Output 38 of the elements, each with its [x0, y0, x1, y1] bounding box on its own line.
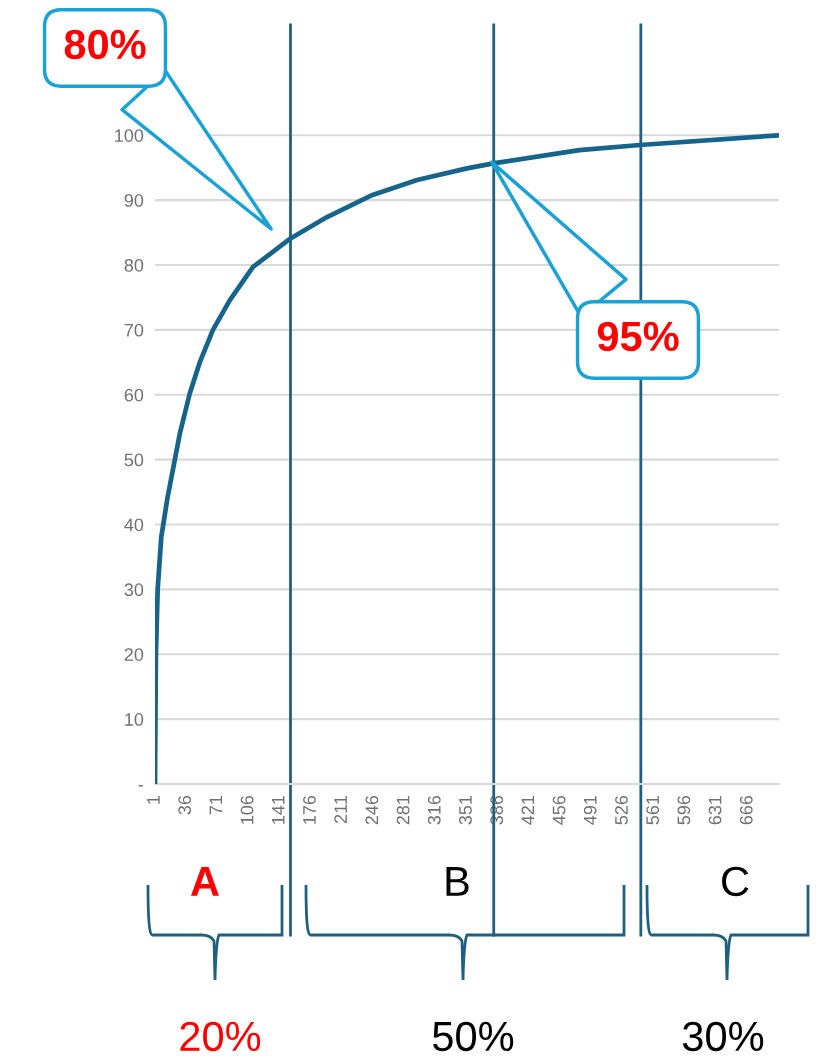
text: B [446, 867, 469, 896]
x-tick-label: 176 [303, 795, 316, 824]
x-tick-label: 456 [552, 795, 566, 825]
x-tick-label: 351 [459, 795, 472, 825]
x-tick-label: 36 [178, 795, 192, 815]
annotation: 95% [597, 321, 679, 352]
y-tick-label: 50 [124, 453, 144, 467]
x-tick-label: 526 [615, 795, 628, 825]
y-tick-label: 80 [124, 258, 144, 272]
y-tick-label: - [138, 785, 144, 787]
y-tick-label: 40 [124, 518, 144, 532]
text: A [190, 867, 219, 896]
text: C [722, 866, 749, 897]
y-tick-label: 90 [124, 194, 144, 207]
y-tick-label: 10 [125, 713, 144, 726]
x-tick-label: 561 [646, 795, 660, 825]
x-tick-label: 1 [147, 795, 160, 804]
x-tick-label: 316 [427, 795, 441, 825]
text: 50% [432, 1021, 514, 1052]
y-tick-label: 70 [124, 323, 144, 337]
x-tick-label: 211 [334, 795, 347, 823]
x-tick-label: 141 [272, 795, 285, 824]
x-tick-label: 421 [521, 795, 535, 825]
y-tick-label: 30 [124, 583, 144, 597]
x-tick-label: 281 [396, 795, 410, 825]
y-tick-label: 100 [115, 129, 144, 142]
y-tick-label: 20 [124, 648, 144, 661]
x-tick-label: 596 [677, 795, 691, 825]
x-tick-label: 631 [708, 795, 722, 825]
text: 20% [180, 1021, 261, 1052]
x-tick-label: 106 [240, 795, 254, 824]
text: 30% [682, 1021, 764, 1052]
x-tick-label: 71 [209, 795, 223, 815]
text: 80% [64, 29, 146, 60]
x-tick-label: 666 [739, 795, 753, 825]
y-tick-label: 60 [124, 388, 144, 402]
x-tick-label: 491 [583, 795, 597, 825]
x-tick-label: 246 [365, 795, 379, 825]
